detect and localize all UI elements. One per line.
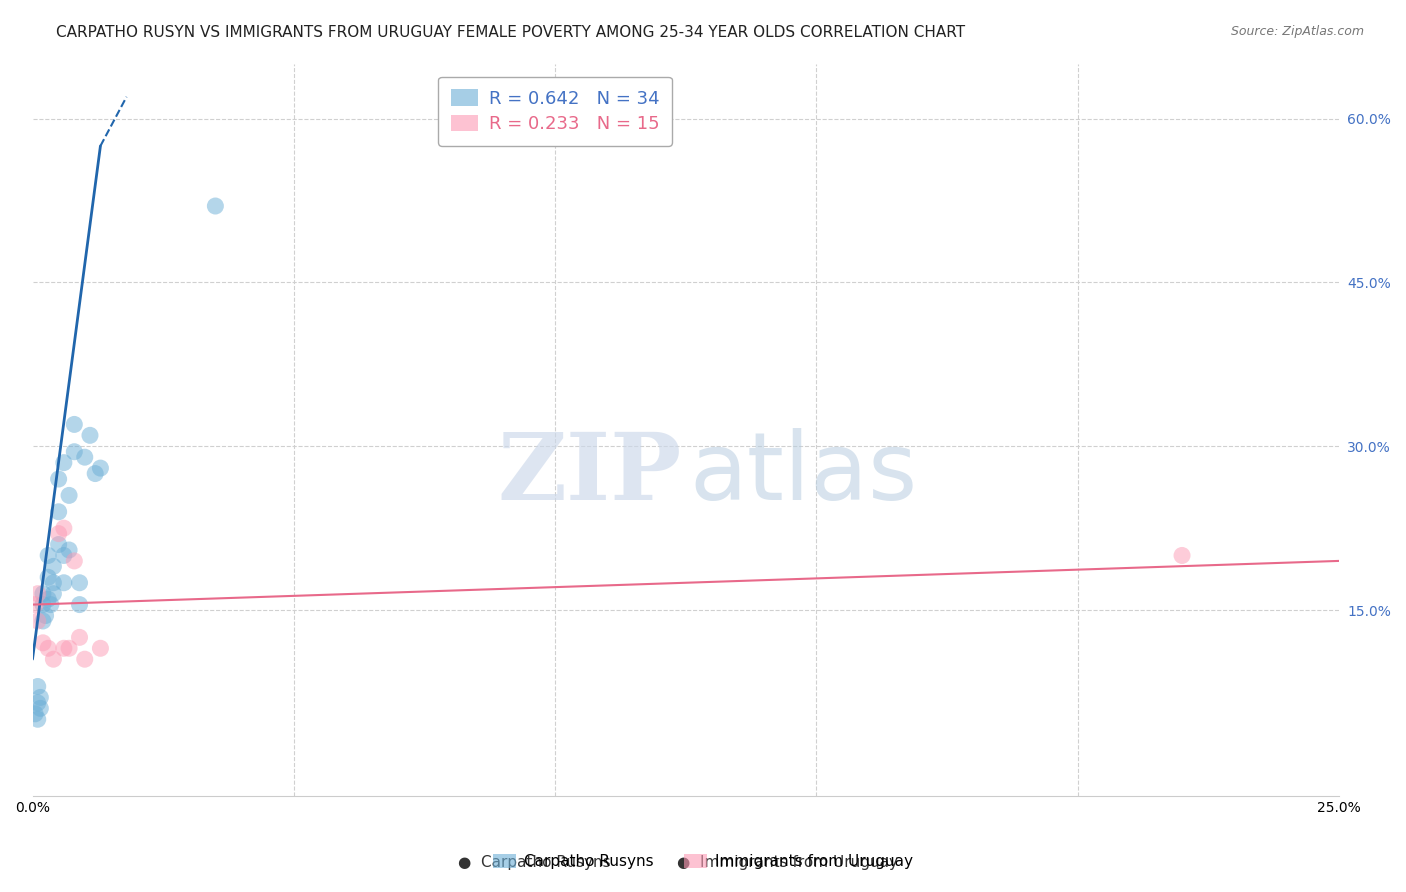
Point	[58, 641, 80, 656]
Point	[1171, 549, 1194, 563]
Point	[79, 428, 101, 442]
Point	[37, 592, 59, 607]
Text: ●  Immigrants from Uruguay: ● Immigrants from Uruguay	[676, 855, 898, 870]
Text: atlas: atlas	[689, 428, 918, 520]
Point	[69, 598, 91, 612]
Point	[39, 598, 62, 612]
Point	[42, 575, 65, 590]
Point	[32, 614, 55, 628]
Point	[42, 559, 65, 574]
Point	[73, 652, 96, 666]
Point	[30, 690, 52, 705]
Point	[27, 614, 49, 628]
Point	[30, 701, 52, 715]
Point	[89, 641, 111, 656]
Point	[52, 549, 75, 563]
Point	[52, 456, 75, 470]
Point	[27, 587, 49, 601]
Point	[42, 587, 65, 601]
Point	[89, 461, 111, 475]
Point	[69, 575, 91, 590]
Point	[52, 641, 75, 656]
Point	[37, 549, 59, 563]
Point	[58, 488, 80, 502]
Point	[63, 554, 86, 568]
Text: CARPATHO RUSYN VS IMMIGRANTS FROM URUGUAY FEMALE POVERTY AMONG 25-34 YEAR OLDS C: CARPATHO RUSYN VS IMMIGRANTS FROM URUGUA…	[56, 25, 966, 40]
Point	[34, 608, 56, 623]
Point	[58, 543, 80, 558]
Text: ●  Carpatho Rusyns: ● Carpatho Rusyns	[458, 855, 610, 870]
Point	[204, 199, 226, 213]
Point	[84, 467, 107, 481]
Point	[69, 631, 91, 645]
Point	[48, 537, 70, 551]
Legend: Carpatho Rusyns, Immigrants from Uruguay: Carpatho Rusyns, Immigrants from Uruguay	[488, 848, 918, 875]
Point	[24, 706, 46, 721]
Point	[32, 598, 55, 612]
Point	[24, 598, 46, 612]
Point	[63, 444, 86, 458]
Point	[32, 636, 55, 650]
Point	[32, 587, 55, 601]
Text: ZIP: ZIP	[498, 429, 682, 519]
Legend: R = 0.642   N = 34, R = 0.233   N = 15: R = 0.642 N = 34, R = 0.233 N = 15	[439, 77, 672, 145]
Point	[52, 521, 75, 535]
Point	[27, 712, 49, 726]
Point	[27, 696, 49, 710]
Point	[27, 680, 49, 694]
Point	[48, 505, 70, 519]
Point	[73, 450, 96, 465]
Point	[48, 526, 70, 541]
Point	[37, 570, 59, 584]
Point	[37, 641, 59, 656]
Point	[52, 575, 75, 590]
Point	[48, 472, 70, 486]
Point	[42, 652, 65, 666]
Text: Source: ZipAtlas.com: Source: ZipAtlas.com	[1230, 25, 1364, 38]
Point	[63, 417, 86, 432]
